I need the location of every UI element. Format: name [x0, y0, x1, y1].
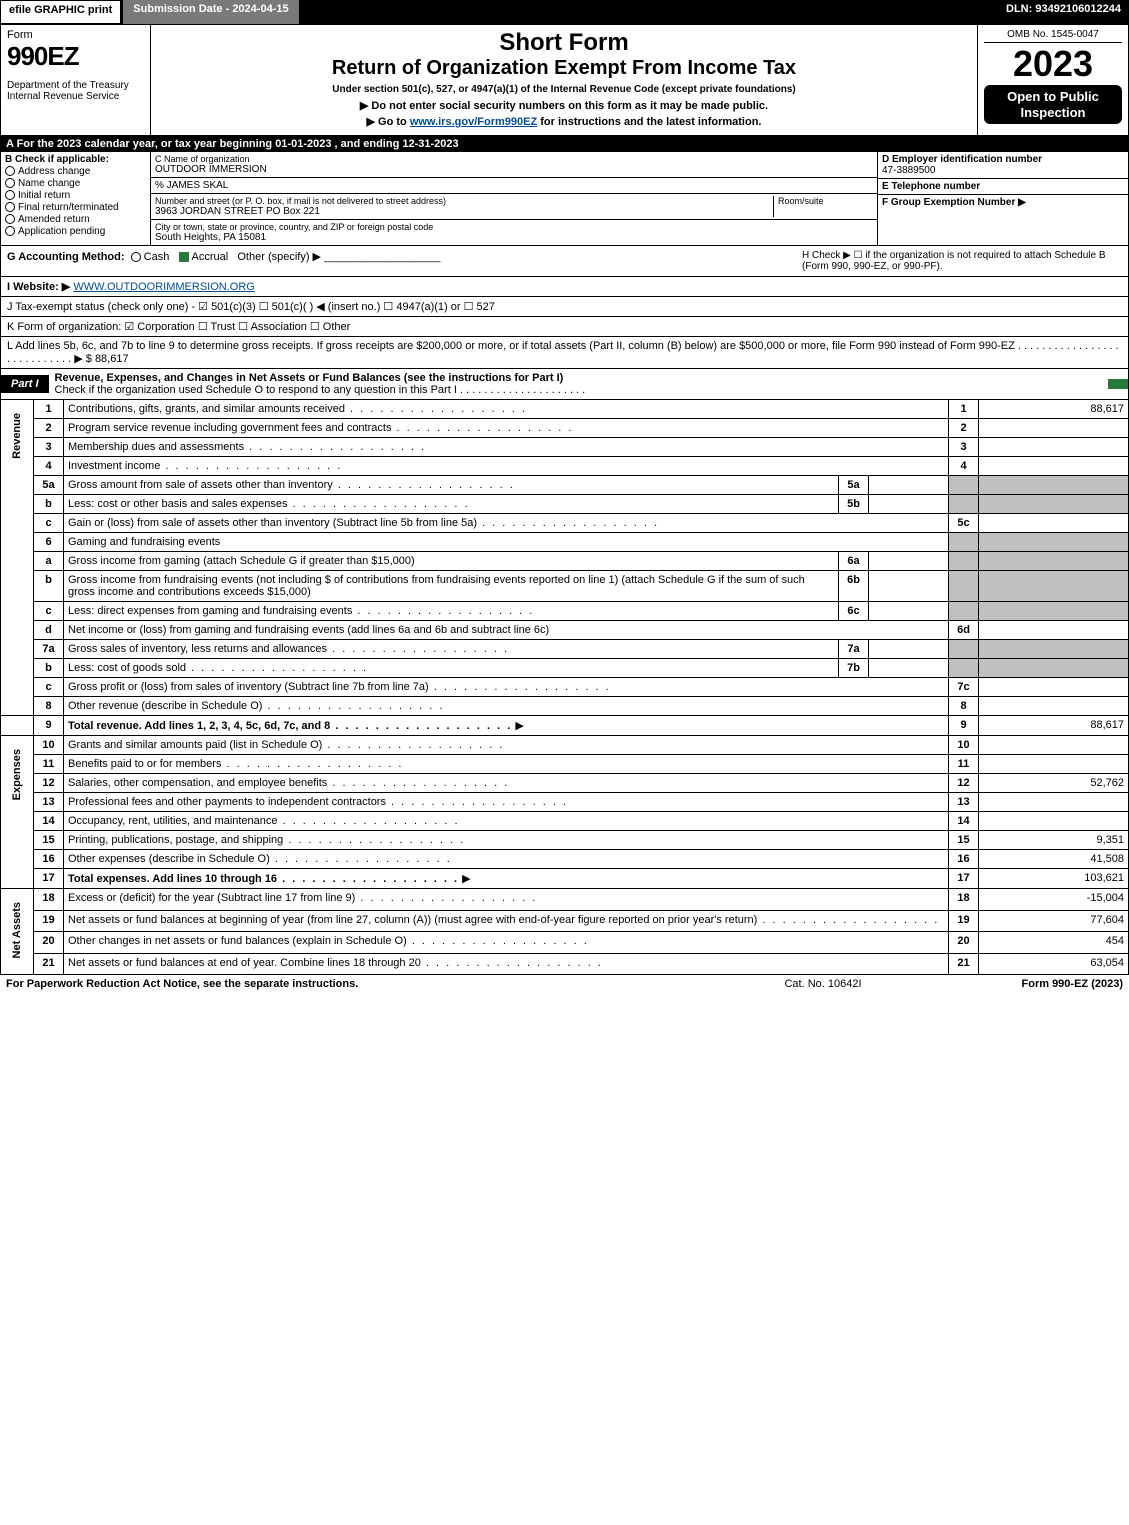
- section-b-to-f: B Check if applicable: Address change Na…: [0, 152, 1129, 246]
- website-link[interactable]: WWW.OUTDOORIMMERSION.ORG: [73, 281, 254, 293]
- goto-post: for instructions and the latest informat…: [537, 116, 761, 128]
- col-b-checkboxes: B Check if applicable: Address change Na…: [1, 152, 151, 245]
- department-label: Department of the Treasury Internal Reve…: [7, 80, 144, 102]
- line-num: 1: [34, 400, 64, 419]
- g-accounting: G Accounting Method: Cash Accrual Other …: [7, 250, 802, 272]
- goto-pre: ▶ Go to: [367, 116, 410, 128]
- part-i-title: Revenue, Expenses, and Changes in Net As…: [49, 369, 1108, 399]
- under-section-text: Under section 501(c), 527, or 4947(a)(1)…: [159, 84, 969, 95]
- spacer: [299, 0, 998, 24]
- irs-link[interactable]: www.irs.gov/Form990EZ: [410, 116, 537, 128]
- city-value: South Heights, PA 15081: [155, 232, 873, 243]
- part-i-tag: Part I: [1, 375, 49, 393]
- header-right: OMB No. 1545-0047 2023 Open to Public In…: [978, 25, 1128, 135]
- chk-final-return[interactable]: Final return/terminated: [5, 202, 146, 213]
- part-i-checkbox[interactable]: [1108, 378, 1128, 390]
- street-value: 3963 JORDAN STREET PO Box 221: [155, 206, 773, 217]
- section-i-website: I Website: ▶ WWW.OUTDOORIMMERSION.ORG: [0, 277, 1129, 297]
- gross-receipts-value: 88,617: [95, 353, 129, 365]
- revenue-side-label: Revenue: [1, 400, 34, 716]
- omb-number: OMB No. 1545-0047: [984, 29, 1122, 43]
- open-inspection-badge: Open to Public Inspection: [984, 85, 1122, 124]
- efile-print-button[interactable]: efile GRAPHIC print: [0, 0, 121, 24]
- street-label: Number and street (or P. O. box, if mail…: [155, 196, 773, 206]
- e-phone-label: E Telephone number: [882, 181, 1124, 192]
- col-c-org-info: C Name of organization OUTDOOR IMMERSION…: [151, 152, 878, 245]
- city-label: City or town, state or province, country…: [155, 222, 873, 232]
- b-label: B Check if applicable:: [5, 154, 146, 165]
- line-desc: Contributions, gifts, grants, and simila…: [64, 400, 949, 419]
- d-ein-value: 47-3889500: [882, 165, 1124, 176]
- part-i-header: Part I Revenue, Expenses, and Changes in…: [0, 369, 1129, 400]
- top-bar: efile GRAPHIC print Submission Date - 20…: [0, 0, 1129, 24]
- part-i-subtitle: Check if the organization used Schedule …: [55, 384, 586, 396]
- chk-initial-return[interactable]: Initial return: [5, 190, 146, 201]
- org-name: OUTDOOR IMMERSION: [155, 164, 873, 175]
- form-header: Form 990EZ Department of the Treasury In…: [0, 24, 1129, 136]
- d-ein-label: D Employer identification number: [882, 154, 1124, 165]
- line-value: 88,617: [979, 400, 1129, 419]
- goto-note: ▶ Go to www.irs.gov/Form990EZ for instru…: [159, 115, 969, 128]
- f-group-label: F Group Exemption Number ▶: [882, 197, 1124, 208]
- chk-cash[interactable]: [131, 252, 141, 262]
- care-of: % JAMES SKAL: [155, 180, 873, 191]
- page-footer: For Paperwork Reduction Act Notice, see …: [0, 975, 1129, 993]
- col-def: D Employer identification number 47-3889…: [878, 152, 1128, 245]
- line-numcol: 1: [949, 400, 979, 419]
- section-k-form-org: K Form of organization: ☑ Corporation ☐ …: [0, 317, 1129, 337]
- h-schedule-b: H Check ▶ ☐ if the organization is not r…: [802, 250, 1122, 272]
- return-title: Return of Organization Exempt From Incom…: [159, 57, 969, 80]
- chk-amended-return[interactable]: Amended return: [5, 214, 146, 225]
- arrow-icon: ▶: [515, 719, 523, 732]
- chk-name-change[interactable]: Name change: [5, 178, 146, 189]
- lines-table: Revenue 1 Contributions, gifts, grants, …: [0, 400, 1129, 975]
- footer-catalog: Cat. No. 10642I: [723, 978, 923, 990]
- expenses-side-label: Expenses: [1, 736, 34, 889]
- net-assets-side-label: Net Assets: [1, 889, 34, 975]
- chk-accrual[interactable]: [179, 252, 189, 262]
- chk-address-change[interactable]: Address change: [5, 166, 146, 177]
- short-form-title: Short Form: [159, 29, 969, 57]
- section-g-h: G Accounting Method: Cash Accrual Other …: [0, 246, 1129, 277]
- header-left: Form 990EZ Department of the Treasury In…: [1, 25, 151, 135]
- arrow-icon: ▶: [462, 872, 470, 885]
- c-name-label: C Name of organization: [155, 154, 873, 164]
- form-code: 990EZ: [7, 41, 144, 72]
- ssn-warning: ▶ Do not enter social security numbers o…: [159, 99, 969, 112]
- room-label: Room/suite: [778, 196, 873, 206]
- footer-left: For Paperwork Reduction Act Notice, see …: [6, 978, 723, 990]
- form-word: Form: [7, 29, 144, 41]
- row-a-tax-year: A For the 2023 calendar year, or tax yea…: [0, 136, 1129, 152]
- footer-right: Form 990-EZ (2023): [923, 978, 1123, 990]
- dln-label: DLN: 93492106012244: [998, 0, 1129, 24]
- chk-application-pending[interactable]: Application pending: [5, 226, 146, 237]
- tax-year: 2023: [984, 43, 1122, 85]
- section-l-gross-receipts: L Add lines 5b, 6c, and 7b to line 9 to …: [0, 337, 1129, 369]
- header-middle: Short Form Return of Organization Exempt…: [151, 25, 978, 135]
- submission-date-label: Submission Date - 2024-04-15: [123, 0, 298, 24]
- section-j-tax-status: J Tax-exempt status (check only one) - ☑…: [0, 297, 1129, 317]
